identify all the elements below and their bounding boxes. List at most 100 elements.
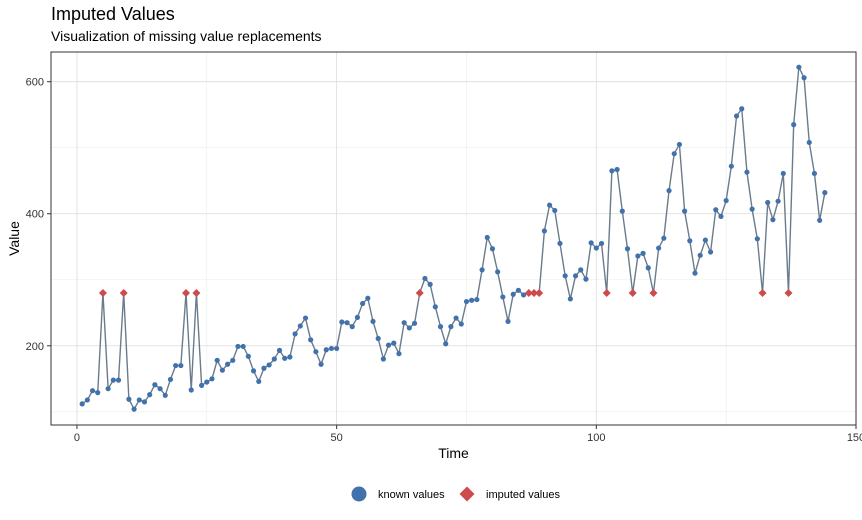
known-point [89,388,96,394]
plot-panel [50,51,857,426]
known-point [240,343,246,350]
known-point [598,240,605,247]
known-point [557,240,563,247]
known-point [692,270,698,276]
imputed-point [784,288,793,297]
known-point [131,406,137,412]
axes: 0 50 100 150 200 400 600 [26,77,862,444]
y-tick-label: 200 [26,341,44,353]
imputed-point [758,288,767,297]
imputed-point [415,288,424,297]
known-point [661,235,667,241]
grid [51,52,857,425]
known-point [635,253,641,259]
known-point [209,376,215,382]
imputed-point [649,288,658,297]
known-point [500,294,506,300]
known-point [505,318,511,324]
known-point [656,245,662,251]
known-point [162,392,168,398]
known-point [110,377,116,383]
known-point [666,188,672,194]
x-tick-label: 100 [587,432,605,444]
known-point [609,168,615,174]
known-point [453,315,459,321]
legend: known values imputed values [351,486,560,502]
legend-imputed-label: imputed values [486,489,560,501]
known-point [214,357,220,363]
known-point [323,347,329,353]
known-point [266,362,272,368]
known-point [328,345,335,352]
imputed-point [628,288,637,297]
known-point [728,163,734,169]
y-axis-title: Value [6,221,22,256]
y-tick-label: 600 [26,77,44,89]
known-point [401,320,407,326]
known-point [448,324,454,330]
chart-subtitle: Visualization of missing value replaceme… [51,28,322,44]
legend-known-key [351,486,367,502]
known-point [645,265,651,271]
known-point [115,377,122,383]
known-point [313,349,319,355]
known-point [593,245,599,251]
known-point [614,166,620,173]
known-point [811,170,818,177]
imputed-point [535,288,544,297]
imputed-point [98,288,107,297]
known-point [676,141,683,148]
known-point [141,399,148,405]
legend-imputed-key [459,486,475,502]
known-point [411,320,418,326]
imputed-point [182,288,191,297]
known-point [136,397,142,403]
known-point [334,345,340,352]
imputed-point [602,288,611,297]
known-point [152,382,158,388]
known-point [302,315,309,321]
known-point [707,249,714,255]
known-point [427,281,433,287]
known-point [801,75,807,81]
known-point [318,361,324,367]
known-point [422,275,428,282]
known-point [749,206,755,212]
known-point [365,295,371,301]
known-point [495,269,501,275]
known-point [235,343,241,350]
known-point [739,106,745,112]
known-point [817,217,823,223]
x-tick-label: 0 [74,432,80,444]
known-point [583,276,589,282]
known-point [396,351,402,357]
known-point [624,246,631,252]
known-point [84,397,90,403]
known-point [671,151,677,157]
known-point [432,304,438,310]
known-point [489,246,496,252]
known-point [723,197,729,204]
y-tick-label: 400 [26,209,44,221]
known-point [733,113,740,119]
known-point [463,298,470,305]
known-point [687,238,693,244]
known-point [105,386,111,392]
known-point [474,296,480,303]
known-point [250,368,257,374]
known-point [219,367,225,373]
known-point [178,362,184,369]
known-point [510,291,516,297]
known-point [230,357,236,363]
known-point [484,234,490,241]
known-point [204,379,210,385]
known-point [380,356,386,362]
known-point [546,202,553,208]
imputed-point [530,288,538,297]
known-point [552,207,558,214]
known-point [292,331,298,337]
known-point [79,401,85,407]
known-point [770,217,776,223]
known-point [822,190,828,196]
